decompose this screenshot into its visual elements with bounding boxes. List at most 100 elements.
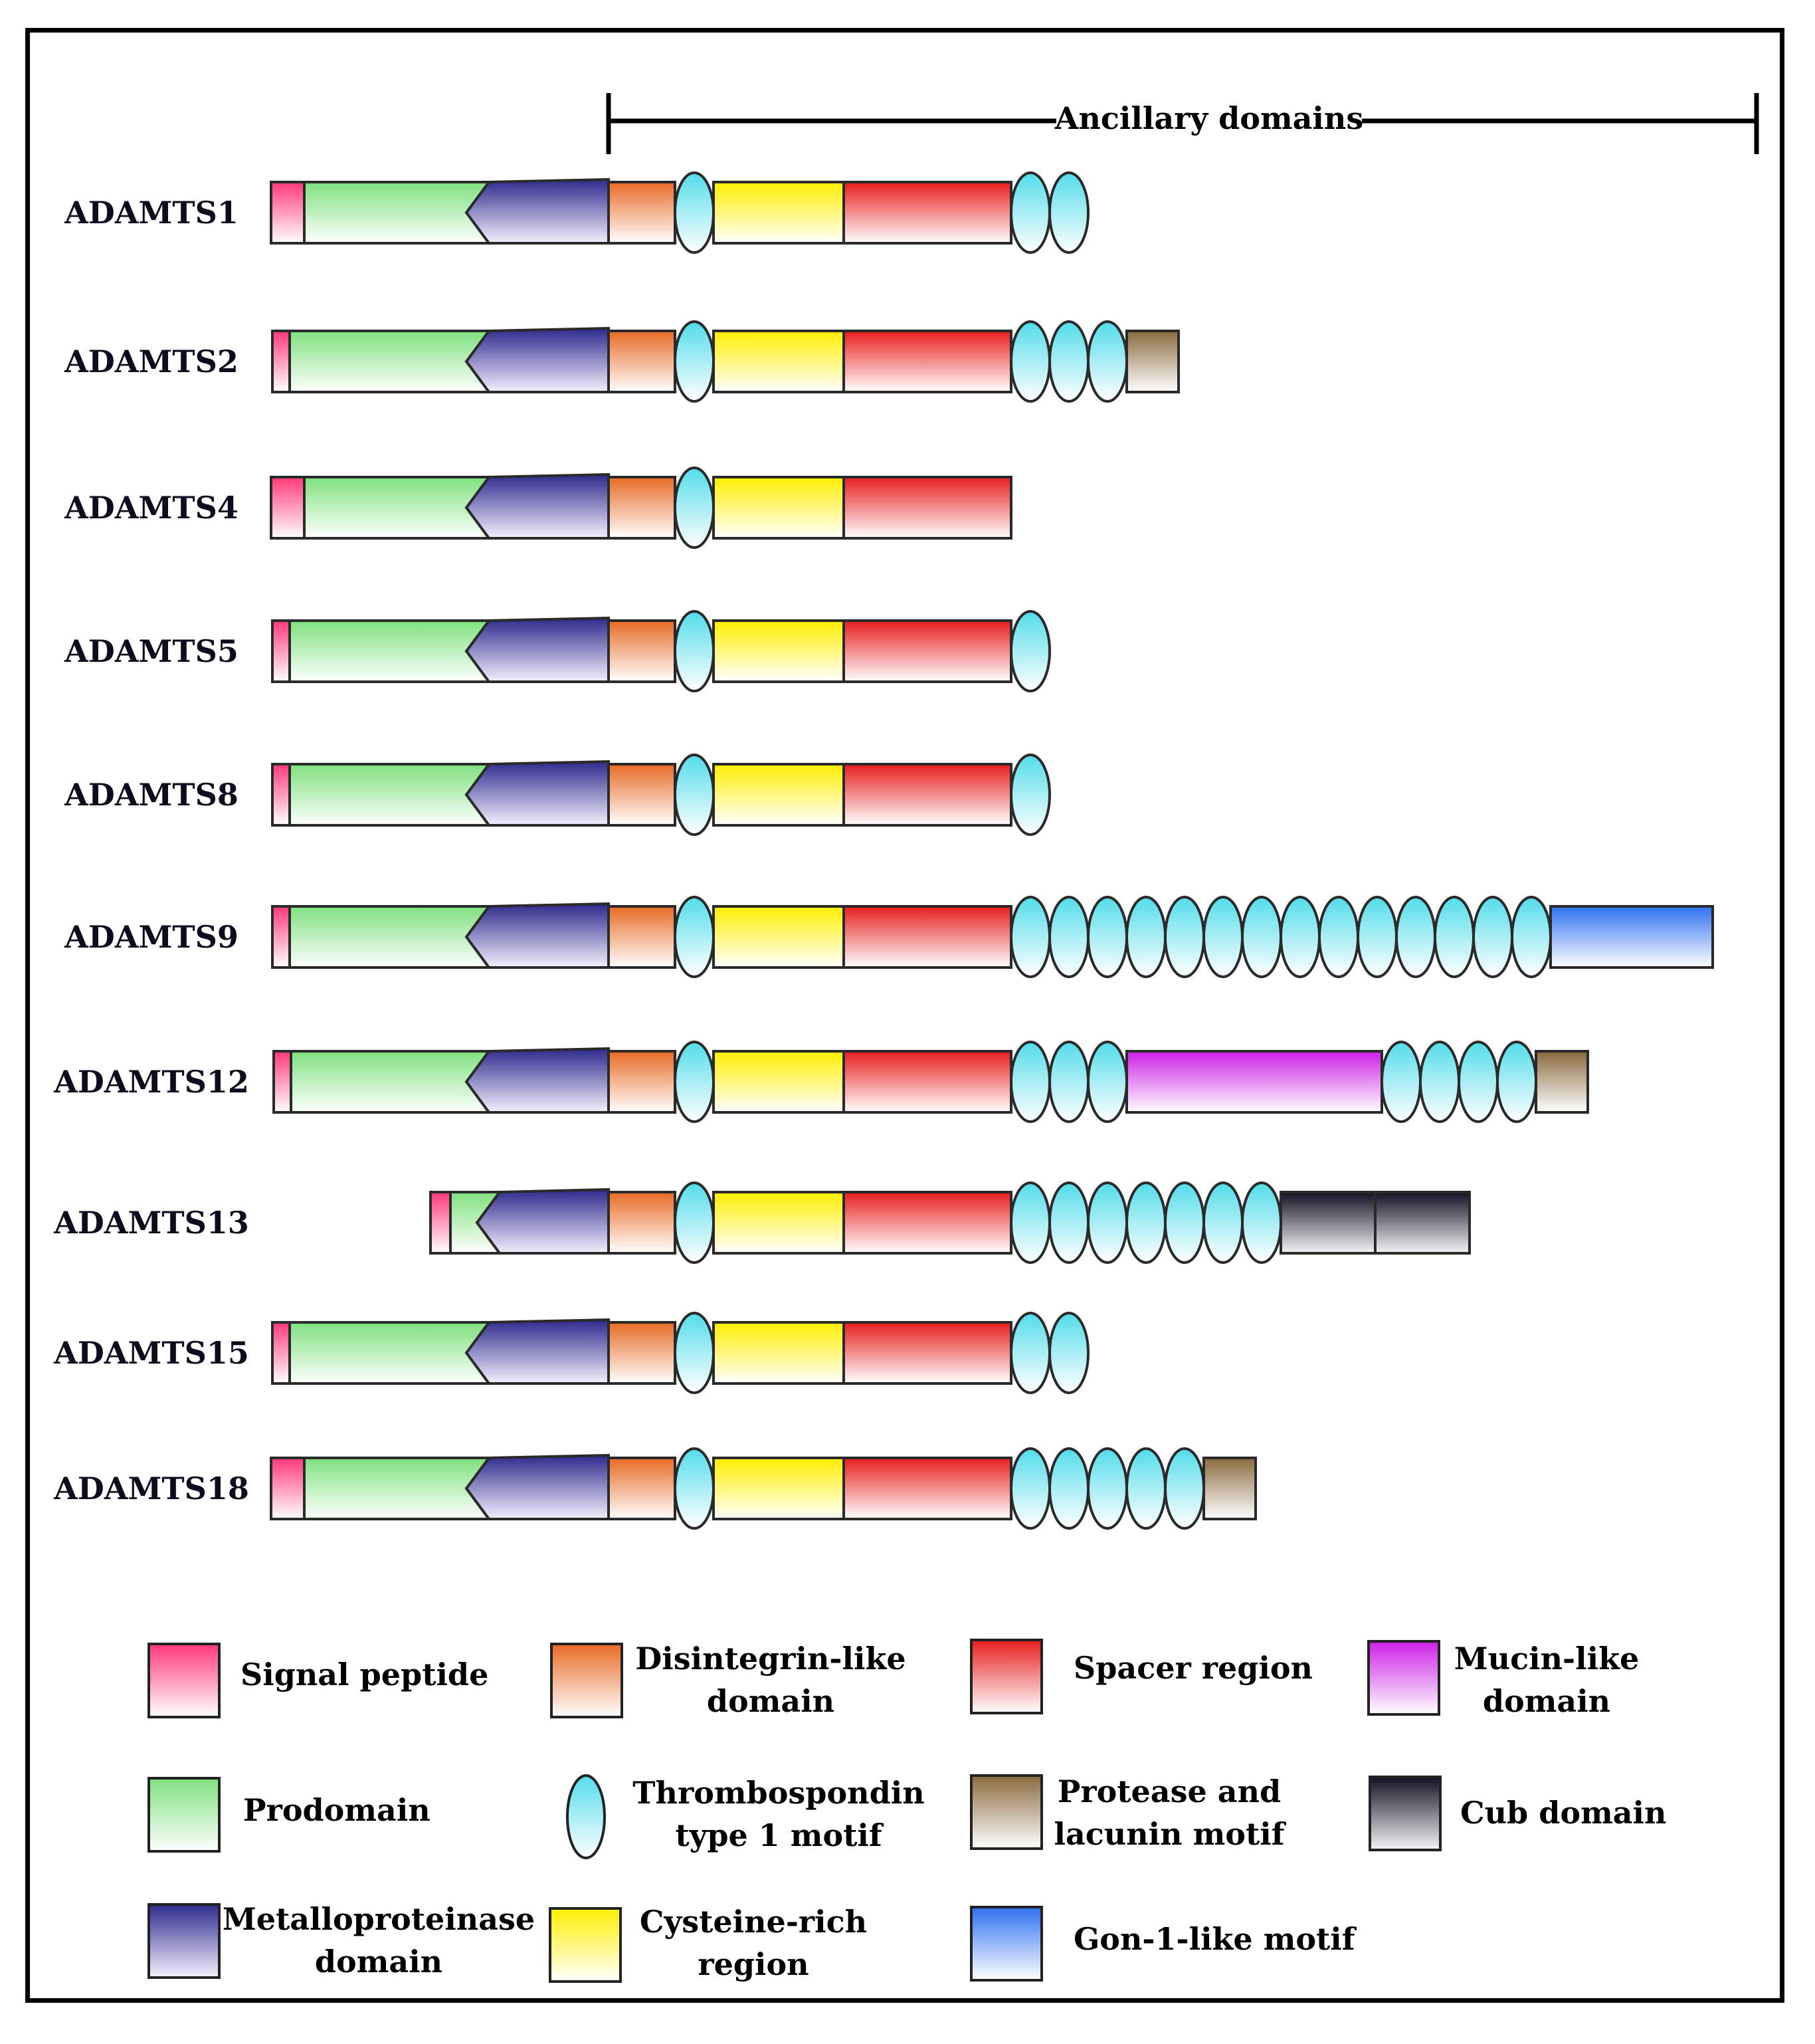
legend-label-mucin: Mucin-like domain bbox=[1454, 1641, 1639, 1719]
prodomain-domain bbox=[303, 181, 490, 245]
spacer-domain bbox=[842, 181, 1012, 245]
tsp1-domain bbox=[1164, 1181, 1205, 1264]
tsp1-domain bbox=[1241, 1181, 1282, 1264]
protein-row-adamts18: ADAMTS18 bbox=[53, 1447, 1257, 1530]
protein-row-adamts1: ADAMTS1 bbox=[64, 171, 1090, 254]
metalloproteinase-domain bbox=[464, 1453, 610, 1520]
metalloproteinase-domain bbox=[464, 326, 610, 393]
tsp1-domain bbox=[1241, 896, 1282, 978]
legend-item-plac: Protease and lacunin motif bbox=[970, 1774, 1287, 1852]
protein-label: ADAMTS15 bbox=[53, 1335, 249, 1371]
legend-swatch-disintegrin bbox=[550, 1643, 623, 1718]
tsp1-domain bbox=[1318, 896, 1359, 978]
protein-row-adamts15: ADAMTS15 bbox=[53, 1312, 1090, 1394]
protein-label: ADAMTS2 bbox=[64, 344, 239, 379]
protein-row-adamts9: ADAMTS9 bbox=[64, 896, 1714, 978]
ancillary-domains-label: Ancillary domains bbox=[1054, 100, 1364, 136]
tsp1-domain bbox=[674, 1447, 715, 1530]
legend-label-tsp1: Thrombospondin type 1 motif bbox=[632, 1775, 924, 1853]
metalloproteinase-domain bbox=[464, 760, 610, 827]
tsp1-domain bbox=[1010, 896, 1051, 978]
legend-label-signal-peptide: Signal peptide bbox=[240, 1657, 488, 1692]
legend-item-signal-peptide: Signal peptide bbox=[147, 1643, 488, 1718]
legend-item-prodomain: Prodomain bbox=[147, 1777, 430, 1853]
legend-label-metalloproteinase: Metalloproteinase domain bbox=[223, 1901, 535, 1980]
legend-swatch-metalloproteinase bbox=[147, 1903, 221, 1979]
signal-peptide-domain bbox=[272, 1050, 292, 1114]
spacer-domain bbox=[842, 619, 1012, 683]
metalloproteinase-domain bbox=[464, 616, 610, 683]
ancillary-domains-bracket: Ancillary domains bbox=[606, 93, 1759, 154]
protein-label: ADAMTS4 bbox=[64, 490, 239, 526]
metalloproteinase-domain bbox=[464, 1047, 610, 1114]
plac-domain bbox=[1125, 330, 1180, 393]
tsp1-domain bbox=[1048, 1447, 1090, 1530]
tsp1-domain bbox=[1164, 896, 1205, 978]
disintegrin-domain bbox=[607, 1191, 676, 1255]
prodomain-domain bbox=[288, 330, 490, 393]
protein-label: ADAMTS12 bbox=[53, 1064, 249, 1100]
protein-label: ADAMTS9 bbox=[64, 919, 239, 955]
cysteine-rich-domain bbox=[712, 1050, 845, 1114]
tsp1-domain bbox=[1010, 1312, 1051, 1394]
legend-swatch-cub bbox=[1369, 1776, 1442, 1851]
disintegrin-domain bbox=[607, 330, 676, 393]
legend-label-gon1: Gon-1-like motif bbox=[1074, 1921, 1357, 1957]
prodomain-domain bbox=[288, 619, 490, 683]
protein-label: ADAMTS1 bbox=[64, 195, 239, 231]
cysteine-rich-domain bbox=[712, 1457, 845, 1520]
tsp1-domain bbox=[1010, 1181, 1051, 1264]
tsp1-domain bbox=[674, 1312, 715, 1394]
plac-domain bbox=[1535, 1050, 1589, 1114]
cysteine-rich-domain bbox=[712, 476, 845, 540]
legend-item-cysteine-rich: Cysteine-rich region bbox=[549, 1904, 867, 1983]
protein-row-adamts5: ADAMTS5 bbox=[64, 610, 1051, 692]
disintegrin-domain bbox=[607, 905, 676, 969]
protein-row-adamts2: ADAMTS2 bbox=[64, 320, 1180, 403]
signal-peptide-domain bbox=[271, 619, 291, 683]
gon1-domain bbox=[1549, 905, 1714, 969]
tsp1-domain bbox=[1458, 1041, 1499, 1123]
metalloproteinase-domain bbox=[464, 177, 610, 245]
tsp1-domain bbox=[1125, 896, 1167, 978]
tsp1-domain bbox=[1202, 1181, 1244, 1264]
protein-row-adamts4: ADAMTS4 bbox=[64, 466, 1012, 549]
metalloproteinase-domain bbox=[475, 1187, 610, 1255]
tsp1-domain bbox=[1125, 1181, 1167, 1264]
legend-swatch-spacer bbox=[970, 1639, 1043, 1714]
spacer-domain bbox=[842, 1191, 1012, 1255]
protein-rows: ADAMTS1 ADAMTS2 ADAMTS4 ADAMTS5 ADAMTS8 ADAMT… bbox=[53, 171, 1714, 1530]
tsp1-domain bbox=[1010, 754, 1051, 836]
tsp1-domain bbox=[674, 466, 715, 549]
tsp1-domain bbox=[1048, 320, 1090, 403]
protein-label: ADAMTS18 bbox=[53, 1471, 249, 1506]
legend-item-disintegrin: Disintegrin-like domain bbox=[550, 1641, 906, 1719]
disintegrin-domain bbox=[607, 619, 676, 683]
signal-peptide-domain bbox=[271, 1321, 291, 1385]
signal-peptide-domain bbox=[270, 1457, 306, 1520]
tsp1-domain bbox=[1087, 320, 1128, 403]
legend-label-cysteine-rich: Cysteine-rich region bbox=[640, 1904, 867, 1982]
tsp1-domain bbox=[1048, 1181, 1090, 1264]
legend: Signal peptide Disintegrin-like domain Sp… bbox=[147, 1639, 1666, 1983]
spacer-domain bbox=[842, 476, 1012, 540]
cysteine-rich-domain bbox=[712, 1321, 845, 1385]
prodomain-domain bbox=[303, 476, 490, 540]
tsp1-domain bbox=[1010, 320, 1051, 403]
prodomain-domain bbox=[288, 1321, 490, 1385]
tsp1-domain bbox=[1087, 1181, 1128, 1264]
tsp1-domain bbox=[1087, 1041, 1128, 1123]
legend-item-cub: Cub domain bbox=[1369, 1776, 1666, 1851]
protein-row-adamts8: ADAMTS8 bbox=[64, 754, 1051, 836]
legend-label-spacer: Spacer region bbox=[1074, 1650, 1313, 1686]
metalloproteinase-domain bbox=[464, 902, 610, 969]
tsp1-domain bbox=[1280, 896, 1321, 978]
prodomain-domain bbox=[290, 1050, 490, 1114]
disintegrin-domain bbox=[607, 1457, 676, 1520]
spacer-domain bbox=[842, 1321, 1012, 1385]
cysteine-rich-domain bbox=[712, 763, 845, 827]
tsp1-domain bbox=[1010, 610, 1051, 692]
disintegrin-domain bbox=[607, 763, 676, 827]
spacer-domain bbox=[842, 1457, 1012, 1520]
tsp1-domain bbox=[1434, 896, 1475, 978]
